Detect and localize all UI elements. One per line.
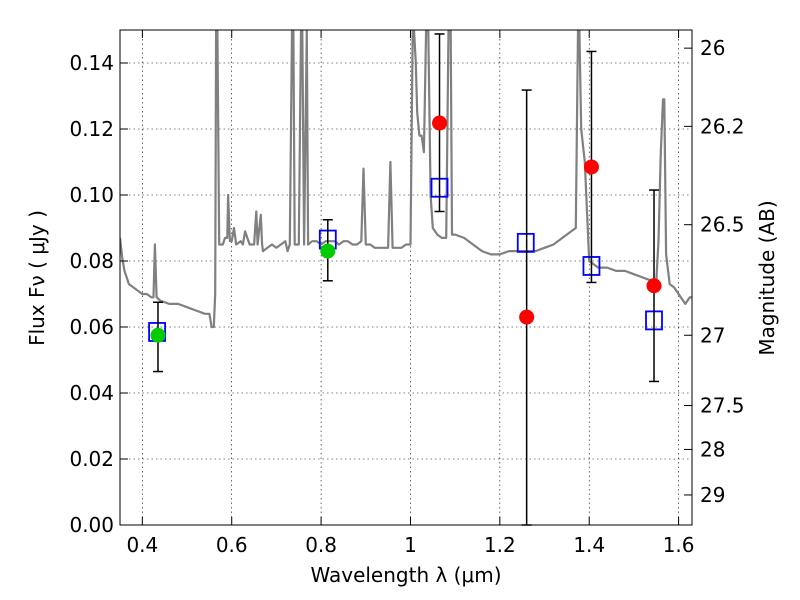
observed-flux-point [519, 309, 535, 325]
y-tick-label: 0.02 [69, 447, 114, 471]
model-photometry-square [516, 232, 535, 253]
series-layer [120, 30, 692, 329]
x-tick-label: 0.8 [305, 533, 337, 557]
y2-tick-label: 26.2 [700, 114, 745, 138]
axis-ticks: 0.4 0.6 0.8 1 1.2 1.4 1.6 0.00 0.02 0.04 0.06 0.08 0… [69, 30, 745, 557]
observed-flux-point [583, 159, 599, 175]
y2-tick-label: 29 [700, 483, 725, 507]
x-tick-label: 1 [404, 533, 417, 557]
y-tick-label: 0.06 [69, 315, 114, 339]
y2-axis-label: Magnitude (AB) [755, 200, 779, 355]
x-tick-label: 1.6 [663, 533, 695, 557]
x-tick-label: 0.6 [216, 533, 248, 557]
y2-tick-label: 27 [700, 323, 725, 347]
x-axis-label-text: Wavelength λ (μm) [310, 563, 501, 587]
y-axis-label: Flux Fν ( μJy ) [25, 210, 49, 346]
y-axis-label-text: Flux Fν ( μJy ) [25, 210, 49, 346]
y2-tick-label: 26.5 [700, 213, 745, 237]
marker-layer [148, 33, 663, 526]
y2-axis-label-text: Magnitude (AB) [755, 200, 779, 355]
plot-frame [119, 29, 693, 526]
y2-tick-label: 26 [700, 36, 725, 60]
x-tick-label: 0.4 [126, 533, 158, 557]
observed-flux-point [646, 278, 662, 294]
y-tick-label: 0.00 [69, 513, 114, 537]
y-tick-label: 0.04 [69, 381, 114, 405]
spectrum-line [120, 30, 692, 329]
y-tick-label: 0.10 [69, 183, 114, 207]
observed-flux-point [320, 243, 336, 259]
y2-tick-label: 27.5 [700, 394, 745, 418]
y-tick-label: 0.14 [69, 51, 114, 75]
y-tick-label: 0.12 [69, 117, 114, 141]
y-tick-label: 0.08 [69, 249, 114, 273]
x-tick-label: 1.4 [573, 533, 605, 557]
x-tick-label: 1.2 [484, 533, 516, 557]
observed-flux-point [432, 115, 448, 131]
observed-flux-point [150, 327, 166, 343]
x-axis-label: Wavelength λ (μm) [310, 563, 501, 587]
y2-tick-label: 28 [700, 437, 725, 461]
